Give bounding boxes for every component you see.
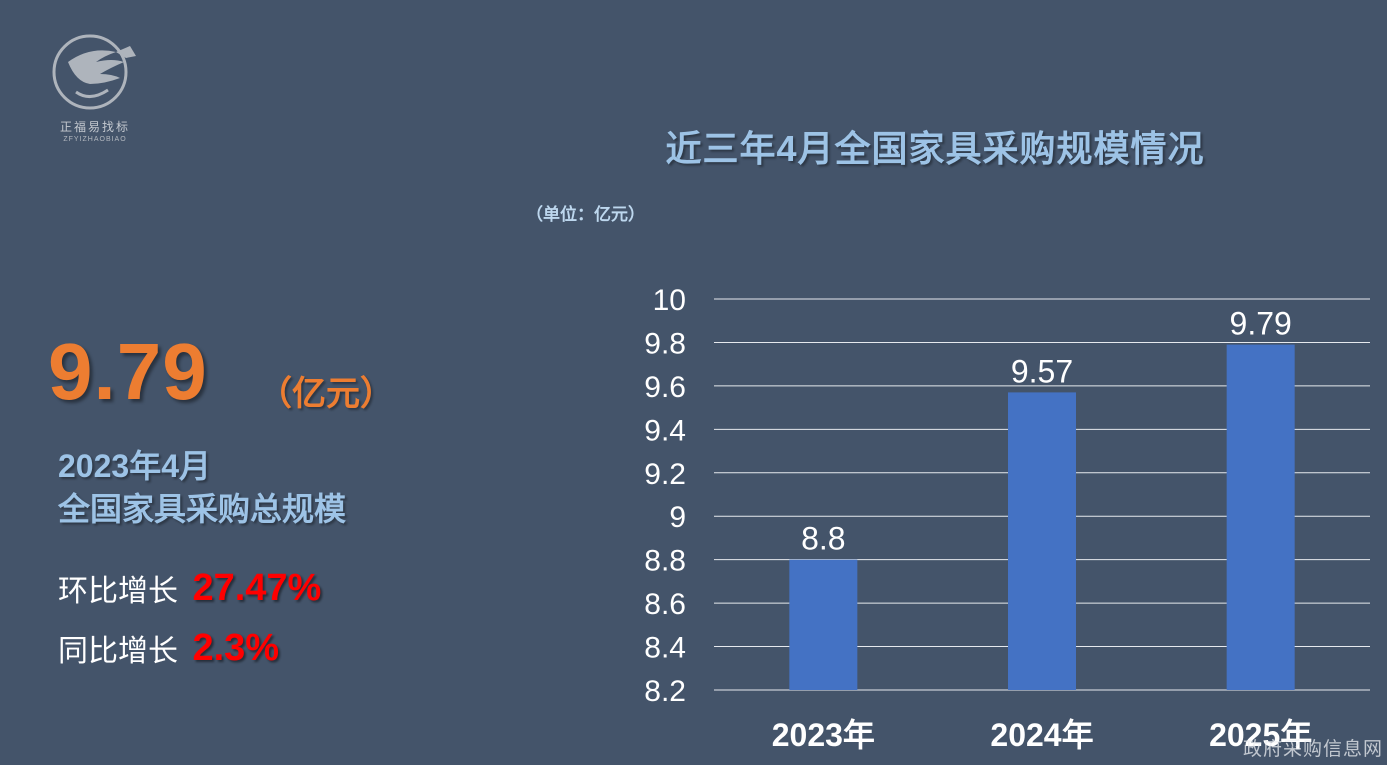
logo-name-cn: 正福易找标 bbox=[59, 120, 130, 134]
yoy-growth-row: 同比增长 2.3% bbox=[58, 626, 279, 670]
y-tick-label: 9.4 bbox=[644, 414, 686, 447]
bar bbox=[1226, 344, 1295, 690]
bar bbox=[789, 559, 858, 690]
y-tick-label: 8.4 bbox=[644, 632, 686, 665]
y-tick-label: 8.8 bbox=[644, 545, 686, 578]
x-category-label: 2024年 bbox=[990, 717, 1093, 753]
bar-data-label: 9.57 bbox=[1011, 353, 1073, 389]
chart-unit-label: （单位：亿元） bbox=[526, 205, 645, 224]
y-tick-label: 8.6 bbox=[644, 588, 686, 621]
yoy-growth-label: 同比增长 bbox=[58, 635, 178, 668]
y-tick-label: 9.8 bbox=[644, 327, 686, 360]
mom-growth-label: 环比增长 bbox=[58, 575, 178, 608]
headline-period: 2023年4月 bbox=[58, 448, 211, 484]
brand-logo: 正福易找标 ZFYIZHAOBIAO bbox=[40, 32, 150, 150]
chart-title: 近三年4月全国家具采购规模情况 bbox=[665, 128, 1205, 169]
bar-data-label: 9.79 bbox=[1230, 306, 1292, 342]
eagle-logo-icon bbox=[52, 34, 136, 110]
headline-description: 全国家具采购总规模 bbox=[58, 491, 347, 527]
y-tick-label: 9.2 bbox=[644, 458, 686, 491]
logo-name-en: ZFYIZHAOBIAO bbox=[63, 136, 127, 143]
headline-value: 9.79 bbox=[48, 327, 208, 416]
x-category-label: 2025年 bbox=[1209, 717, 1312, 753]
bar bbox=[1008, 392, 1076, 690]
x-category-label: 2023年 bbox=[772, 717, 875, 753]
bar-data-label: 8.8 bbox=[801, 521, 845, 557]
y-tick-label: 9 bbox=[669, 501, 686, 534]
headline-unit: （亿元） bbox=[258, 375, 394, 413]
mom-growth-value: 27.47% bbox=[192, 566, 322, 609]
mom-growth-row: 环比增长 27.47% bbox=[58, 566, 321, 610]
yoy-growth-value: 2.3% bbox=[192, 626, 280, 669]
y-tick-label: 8.2 bbox=[644, 675, 686, 708]
y-tick-label: 9.6 bbox=[644, 371, 686, 404]
y-tick-label: 10 bbox=[653, 284, 686, 317]
watermark-text: 政府采购信息网 bbox=[1242, 738, 1383, 760]
